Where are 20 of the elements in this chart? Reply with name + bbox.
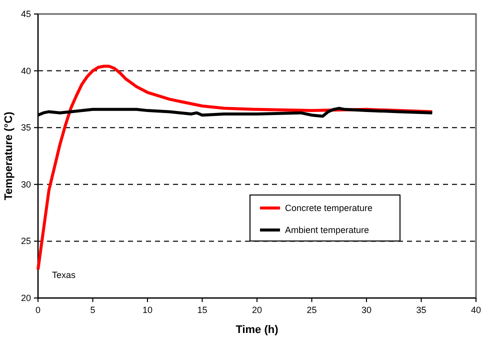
annotation: Texas: [52, 270, 76, 280]
y-tick-label: 45: [20, 9, 31, 19]
x-tick-label: 20: [252, 305, 262, 315]
x-tick-label: 25: [306, 305, 317, 315]
x-tick-label: 35: [416, 305, 426, 315]
y-tick-label: 25: [20, 236, 31, 246]
x-tick-label: 40: [470, 305, 482, 315]
y-tick-label: 30: [20, 179, 31, 190]
legend-label: Concrete temperature: [285, 203, 373, 213]
x-tick-label: 30: [361, 305, 372, 315]
y-tick-label: 40: [20, 66, 31, 76]
y-tick-label: 20: [20, 293, 31, 303]
legend-label: Ambient temperature: [285, 225, 370, 235]
y-tick-label: 35: [20, 122, 31, 133]
x-tick-label: 10: [142, 305, 153, 315]
x-tick-label: 15: [197, 305, 208, 315]
y-axis-title: Temperature (°C): [3, 111, 15, 200]
x-tick-label: 5: [90, 305, 96, 315]
x-axis-title: Time (h): [236, 324, 279, 336]
x-tick-label: 0: [35, 305, 41, 315]
